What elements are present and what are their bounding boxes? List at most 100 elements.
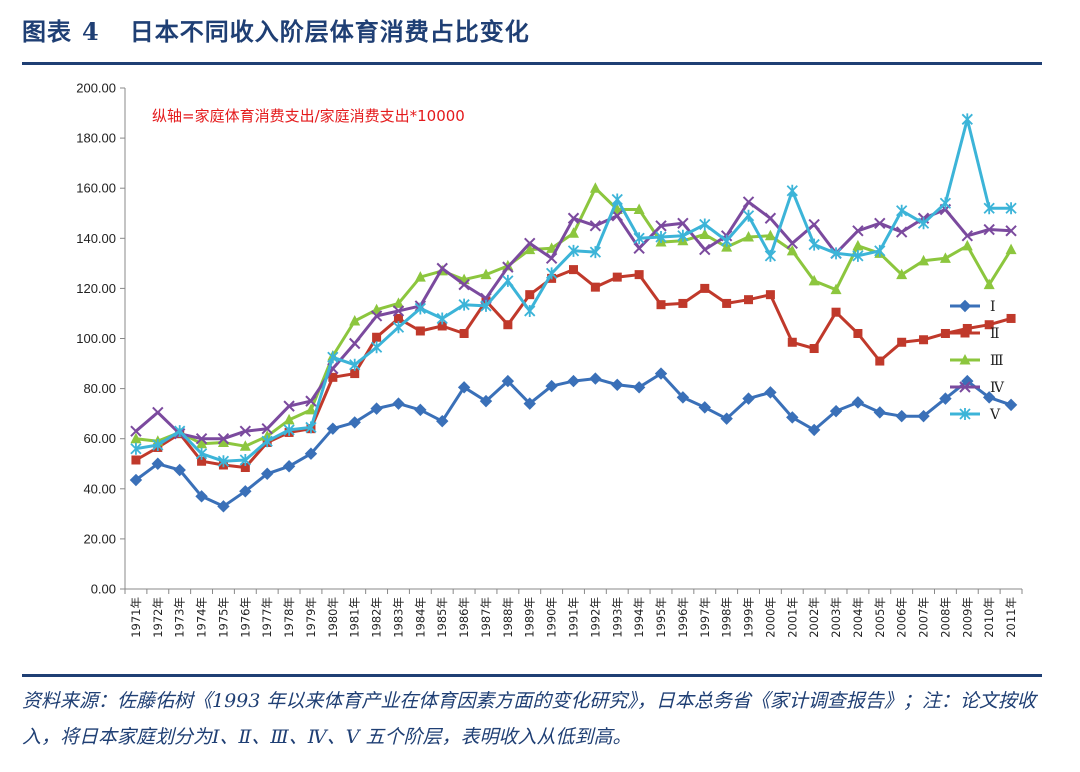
data-point: [129, 473, 143, 487]
x-tick-label: 1991年: [567, 597, 581, 638]
x-tick-label: 1984年: [413, 597, 427, 638]
data-point: [939, 252, 951, 263]
x-tick-label: 1974年: [195, 597, 209, 638]
data-point: [874, 244, 886, 257]
data-point: [283, 423, 295, 436]
data-point: [917, 217, 930, 230]
data-point: [370, 402, 383, 415]
data-point: [677, 217, 689, 229]
x-tick-label: 1996年: [676, 597, 690, 638]
x-tick-label: 1979年: [304, 597, 318, 638]
data-point: [305, 395, 317, 407]
data-point: [786, 184, 798, 197]
x-tick-label: 1998年: [720, 597, 734, 638]
data-point: [436, 262, 448, 275]
data-point: [720, 412, 733, 425]
x-tick-label: 1992年: [588, 597, 602, 638]
x-tick-label: 1987年: [479, 597, 493, 638]
data-point: [545, 252, 558, 265]
data-point: [917, 409, 930, 423]
data-point: [744, 295, 754, 305]
data-point: [524, 237, 536, 250]
data-point: [523, 397, 536, 410]
data-point: [698, 401, 711, 414]
legend: Ⅰ Ⅱ Ⅲ Ⅳ Ⅴ: [950, 299, 1005, 423]
data-point: [765, 290, 775, 300]
top-rule: [22, 62, 1042, 65]
x-tick-label: 1989年: [523, 597, 537, 638]
data-point: [764, 386, 777, 399]
data-point: [414, 302, 426, 315]
data-point: [239, 440, 251, 451]
data-point: [458, 298, 470, 311]
data-point: [633, 242, 645, 255]
data-point: [415, 326, 425, 336]
x-tick-label: 1983年: [391, 597, 405, 638]
data-point: [305, 403, 317, 415]
y-tick-label: 0.00: [91, 582, 116, 597]
x-tick-label: 1973年: [173, 597, 187, 638]
data-point: [392, 321, 405, 334]
chart-annotation: 纵轴=家庭体育消费支出/家庭消费支出*10000: [152, 107, 465, 125]
y-tick-label: 160.00: [76, 181, 116, 196]
x-tick-label: 1977年: [260, 597, 274, 638]
data-point: [786, 411, 799, 424]
data-point: [764, 212, 777, 224]
y-tick-label: 140.00: [76, 231, 116, 246]
data-point: [590, 282, 600, 292]
data-point: [897, 337, 907, 347]
x-tick-label: 2005年: [873, 597, 887, 638]
series-5: [130, 113, 1017, 468]
data-point: [787, 337, 797, 347]
x-tick-label: 2003年: [829, 597, 843, 638]
data-point: [458, 278, 470, 291]
data-point: [567, 212, 580, 224]
data-point: [722, 298, 732, 308]
data-point: [195, 447, 208, 460]
data-point: [786, 237, 798, 250]
series-layer: [129, 113, 1018, 513]
data-point: [982, 391, 996, 404]
bottom-rule: [22, 674, 1042, 677]
data-point: [655, 231, 667, 244]
data-point: [962, 323, 972, 333]
data-point: [742, 196, 755, 208]
data-point: [678, 298, 688, 308]
data-point: [567, 374, 580, 388]
figure-title-number: 4: [82, 17, 100, 46]
data-point: [853, 328, 863, 338]
data-point: [283, 400, 295, 412]
data-point: [676, 391, 690, 404]
data-point: [611, 203, 623, 214]
x-tick-label: 2004年: [851, 597, 865, 638]
data-point: [939, 392, 952, 405]
data-point: [524, 304, 536, 317]
data-point: [283, 413, 295, 425]
data-point: [611, 378, 624, 392]
data-point: [851, 396, 865, 409]
data-point: [589, 372, 602, 385]
data-point: [392, 397, 405, 410]
data-point: [501, 374, 515, 388]
data-point: [874, 217, 886, 229]
y-tick-label: 80.00: [83, 381, 116, 396]
data-point: [392, 305, 405, 317]
legend-label: Ⅳ: [990, 381, 1005, 396]
data-point: [525, 290, 535, 300]
data-point: [764, 229, 776, 241]
data-point: [393, 313, 403, 323]
data-point: [328, 372, 338, 382]
legend-item: Ⅳ: [950, 381, 1005, 396]
data-point: [699, 243, 711, 256]
x-tick-label: 1981年: [348, 597, 362, 638]
legend-label: Ⅰ: [990, 300, 996, 315]
data-point: [239, 485, 252, 498]
series-2: [131, 265, 1016, 473]
data-point: [414, 271, 426, 282]
data-point: [261, 422, 273, 435]
data-point: [195, 432, 208, 445]
data-point: [326, 422, 340, 435]
data-point: [918, 254, 930, 266]
data-point: [348, 416, 361, 429]
y-tick-label: 40.00: [83, 481, 116, 496]
